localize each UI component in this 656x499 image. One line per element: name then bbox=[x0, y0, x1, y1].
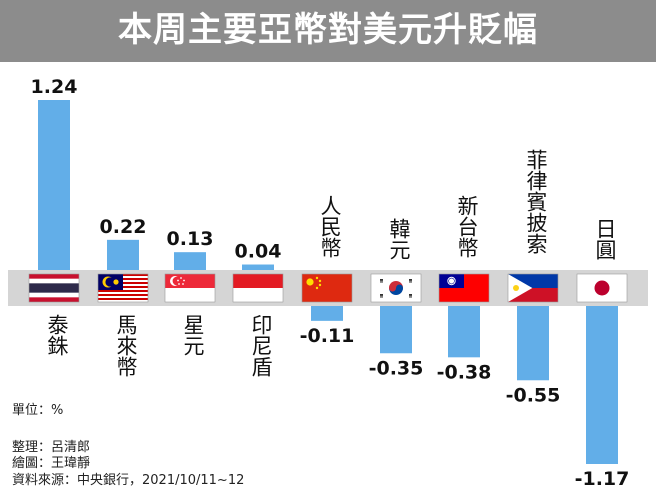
category-label-3: 星元 bbox=[181, 314, 205, 356]
malaysia-flag bbox=[97, 273, 149, 303]
category-label-8: 菲律賓披索 bbox=[524, 149, 548, 254]
bar-7 bbox=[448, 306, 480, 358]
bar-4 bbox=[242, 264, 274, 270]
category-label-6: 韓元 bbox=[387, 218, 411, 260]
category-label-4: 印尼盾 bbox=[249, 314, 273, 377]
value-label-3: 0.13 bbox=[167, 228, 214, 250]
title-bar bbox=[0, 0, 656, 62]
bar-9 bbox=[586, 306, 618, 464]
credit-source: 資料來源：中央銀行，2021/10/11~12 bbox=[12, 473, 245, 488]
category-label-2: 馬來幣 bbox=[114, 314, 138, 377]
value-label-5: -0.11 bbox=[300, 325, 355, 347]
bar-1 bbox=[38, 100, 70, 270]
value-label-8: -0.55 bbox=[506, 384, 561, 406]
bar-chart: 1.24 0.22 0.13 0.04 -0.11 -0.35 -0.38 -0.55 -1.1… bbox=[28, 76, 630, 490]
category-label-9: 日圓 bbox=[593, 218, 617, 260]
value-label-4: 0.04 bbox=[235, 241, 282, 263]
unit-note: 單位：% bbox=[12, 403, 64, 418]
value-label-2: 0.22 bbox=[100, 216, 147, 238]
bar-8 bbox=[517, 306, 549, 381]
value-label-7: -0.38 bbox=[437, 361, 492, 383]
taiwan-flag bbox=[438, 273, 490, 303]
thailand-flag bbox=[28, 273, 80, 303]
singapore-flag bbox=[164, 273, 216, 303]
value-label-1: 1.24 bbox=[31, 76, 78, 98]
bar-6 bbox=[380, 306, 412, 354]
south-korea-flag bbox=[370, 273, 422, 303]
indonesia-flag bbox=[232, 273, 284, 303]
philippines-flag bbox=[507, 273, 559, 303]
category-label-5: 人民幣 bbox=[318, 195, 342, 258]
credit-editor: 整理：呂清郎 bbox=[12, 440, 91, 455]
bar-3 bbox=[174, 252, 206, 270]
value-label-9: -1.17 bbox=[575, 468, 630, 490]
category-label-1: 泰銖 bbox=[45, 314, 69, 356]
bar-5 bbox=[311, 306, 343, 321]
category-label-7: 新台幣 bbox=[455, 195, 479, 258]
value-label-6: -0.35 bbox=[369, 357, 424, 379]
china-flag bbox=[301, 273, 353, 303]
credit-drawing: 繪圖：王瑋靜 bbox=[12, 456, 91, 471]
page-title: 本周主要亞幣對美元升貶幅 bbox=[118, 10, 538, 50]
bar-2 bbox=[107, 239, 139, 270]
japan-flag bbox=[576, 273, 628, 303]
